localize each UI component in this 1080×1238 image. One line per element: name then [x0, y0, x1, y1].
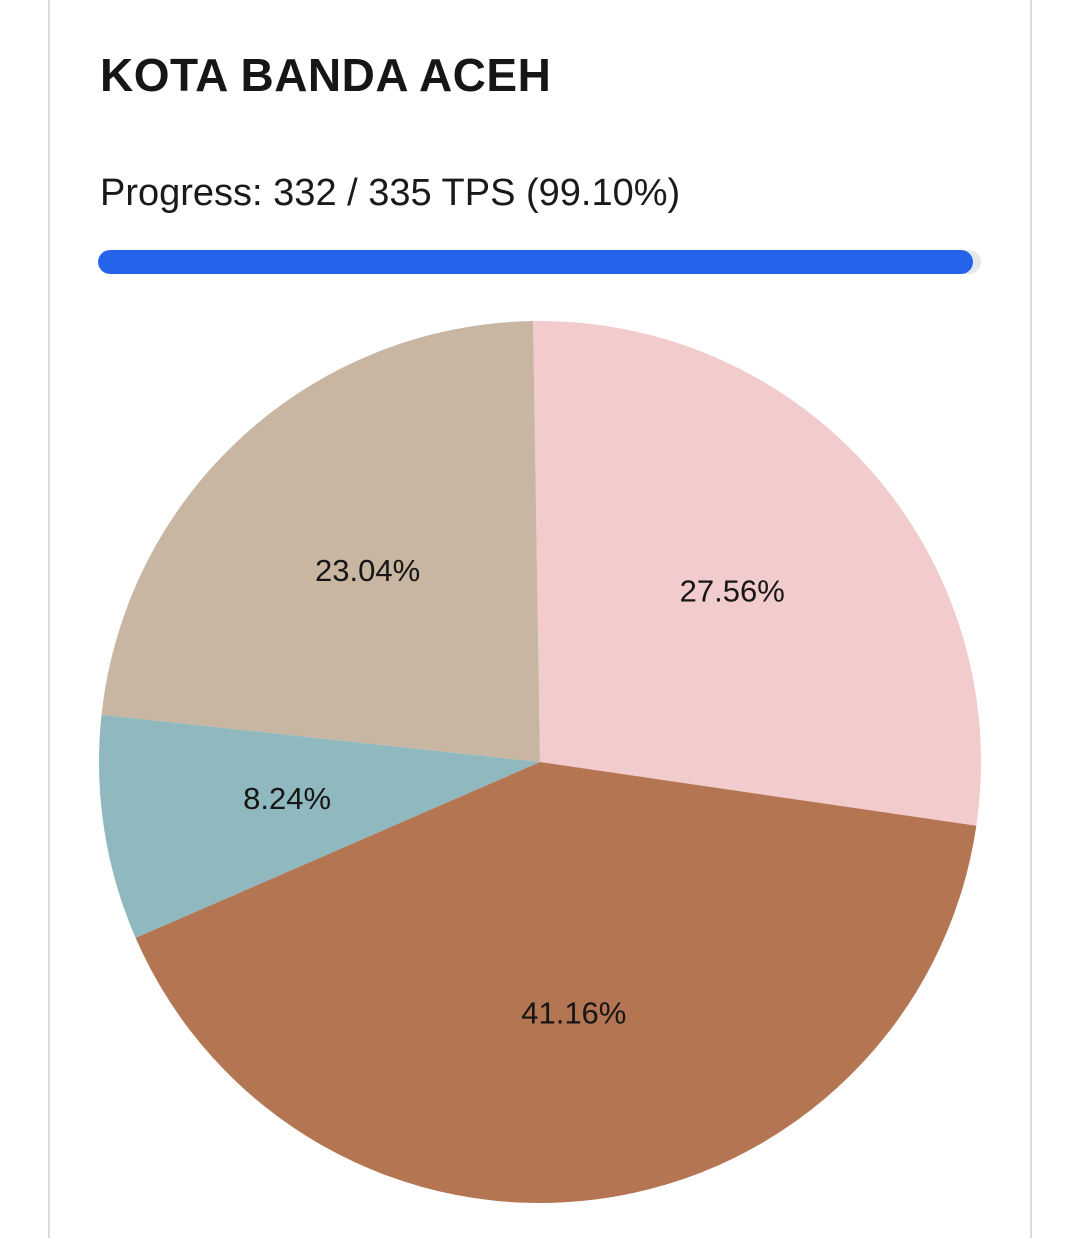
progress-bar: [98, 250, 981, 274]
pie-slice-label-3: 8.24%: [243, 781, 331, 816]
pie-slice-label-4: 23.04%: [315, 553, 420, 588]
pie-slice-4[interactable]: [101, 321, 540, 762]
pie-slice-1[interactable]: [533, 320, 981, 826]
progress-bar-fill: [98, 250, 974, 274]
pie-slice-2[interactable]: [135, 762, 977, 1203]
pie-slice-label-2: 41.16%: [521, 996, 626, 1031]
progress-text: Progress: 332 / 335 TPS (99.10%): [100, 172, 681, 214]
pie-slice-3[interactable]: [98, 714, 540, 938]
pie-slice-label-1: 27.56%: [680, 573, 785, 608]
region-title: KOTA BANDA ACEH: [100, 49, 552, 101]
